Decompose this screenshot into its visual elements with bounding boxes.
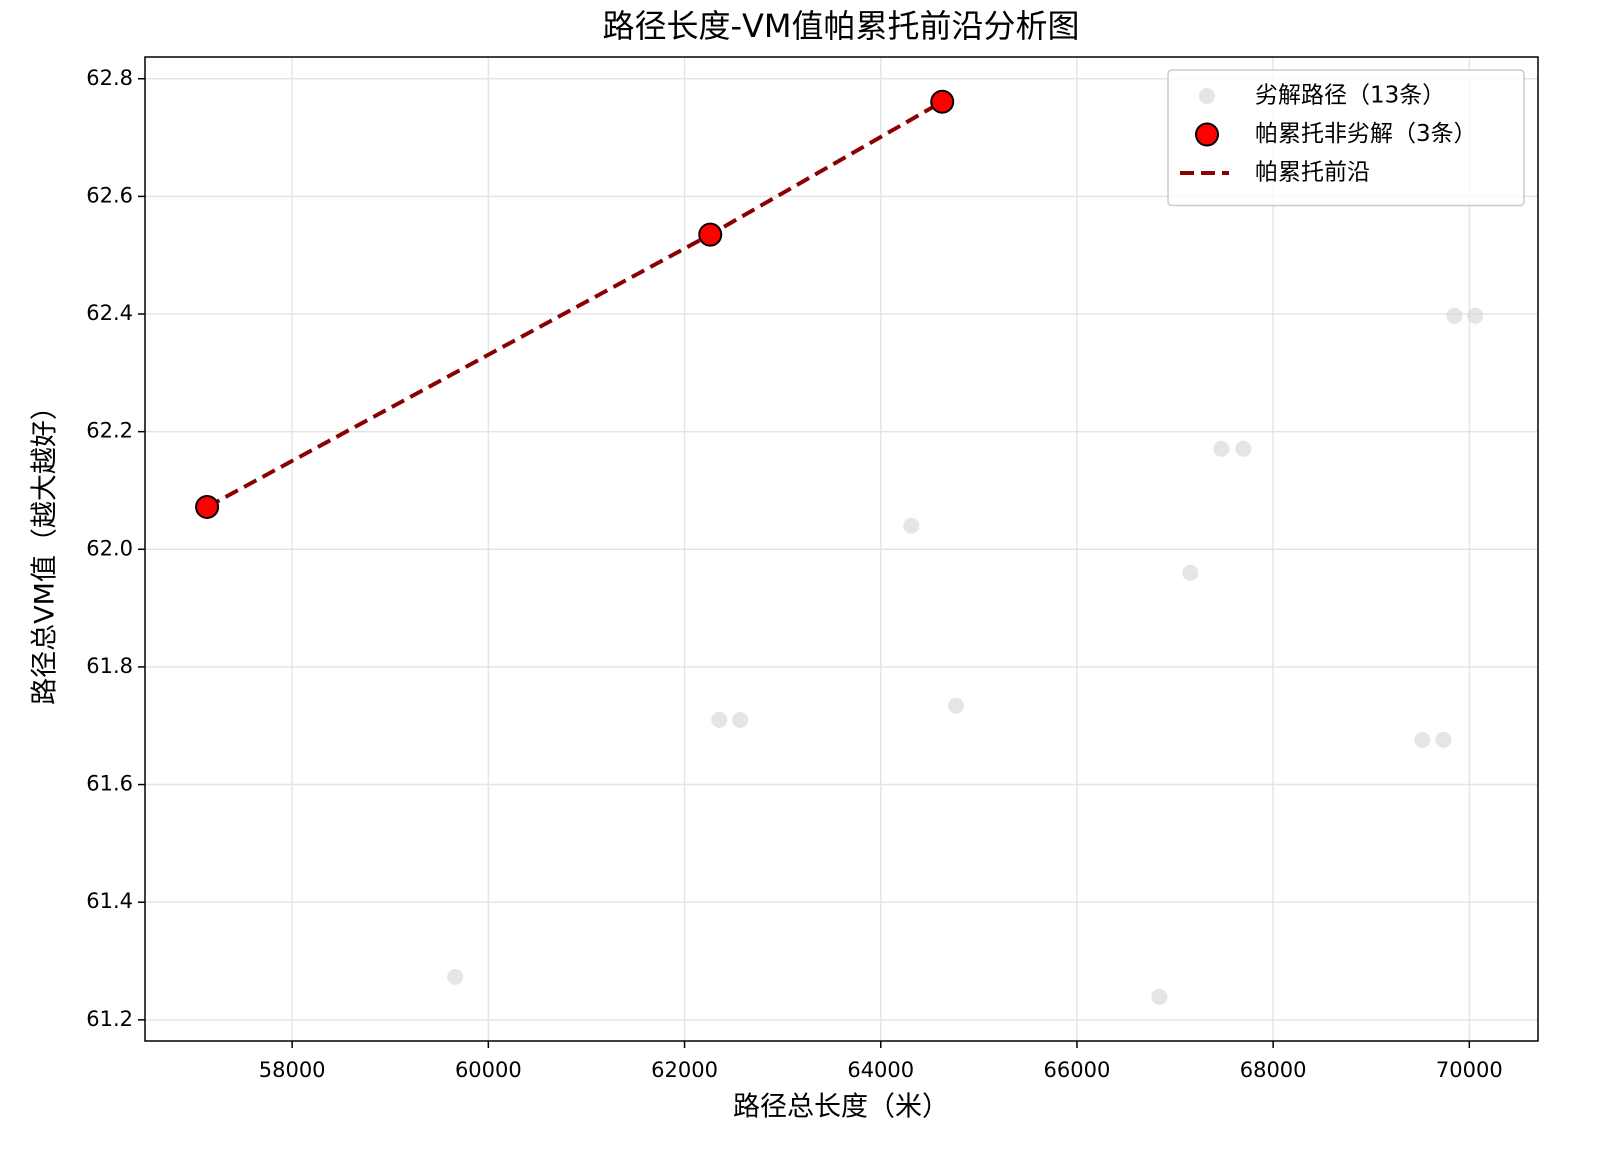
y-tick-label: 61.8 (86, 654, 133, 678)
x-axis-label: 路径总长度（米） (733, 1092, 949, 1123)
x-tick-label: 62000 (651, 1058, 718, 1082)
data-point (732, 711, 749, 728)
data-point (903, 517, 920, 534)
x-tick-label: 68000 (1240, 1058, 1307, 1082)
data-point (1467, 307, 1484, 324)
plot-frame (144, 56, 1539, 1042)
data-point (1435, 731, 1452, 748)
legend-label: 帕累托非劣解（3条） (1255, 121, 1477, 147)
y-axis-label: 路径总VM值（越大越好） (30, 393, 61, 705)
x-tick-label: 70000 (1436, 1058, 1503, 1082)
legend-box (1167, 69, 1525, 207)
data-point (195, 494, 220, 519)
data-point (930, 89, 955, 114)
data-point (1414, 731, 1431, 748)
y-tick-label: 62.6 (86, 183, 133, 207)
data-point (1182, 564, 1199, 581)
data-point (1235, 440, 1252, 457)
y-tick-label: 61.4 (86, 889, 133, 913)
chart-title: 路径长度-VM值帕累托前沿分析图 (602, 7, 1079, 45)
x-tick-label: 60000 (455, 1058, 522, 1082)
y-tick-label: 62.8 (86, 66, 133, 90)
y-tick-label: 62.2 (86, 419, 133, 443)
data-point (711, 711, 728, 728)
data-point (1151, 988, 1168, 1005)
x-tick-label: 64000 (847, 1058, 914, 1082)
y-tick-label: 62.0 (86, 536, 133, 560)
data-point (1213, 440, 1230, 457)
legend-marker (1199, 88, 1215, 104)
y-tick-label: 61.2 (86, 1007, 133, 1031)
x-tick-label: 66000 (1044, 1058, 1111, 1082)
line-series (206, 99, 944, 509)
data-point (447, 968, 464, 985)
legend-label: 帕累托前沿 (1255, 160, 1370, 186)
legend-label: 劣解路径（13条） (1255, 83, 1445, 109)
legend-marker (1195, 122, 1219, 147)
data-point (1446, 307, 1463, 324)
data-point (698, 222, 723, 247)
y-tick-label: 61.6 (86, 772, 133, 796)
x-tick-label: 58000 (259, 1058, 326, 1082)
data-point (948, 697, 965, 714)
y-tick-label: 62.4 (86, 301, 133, 325)
